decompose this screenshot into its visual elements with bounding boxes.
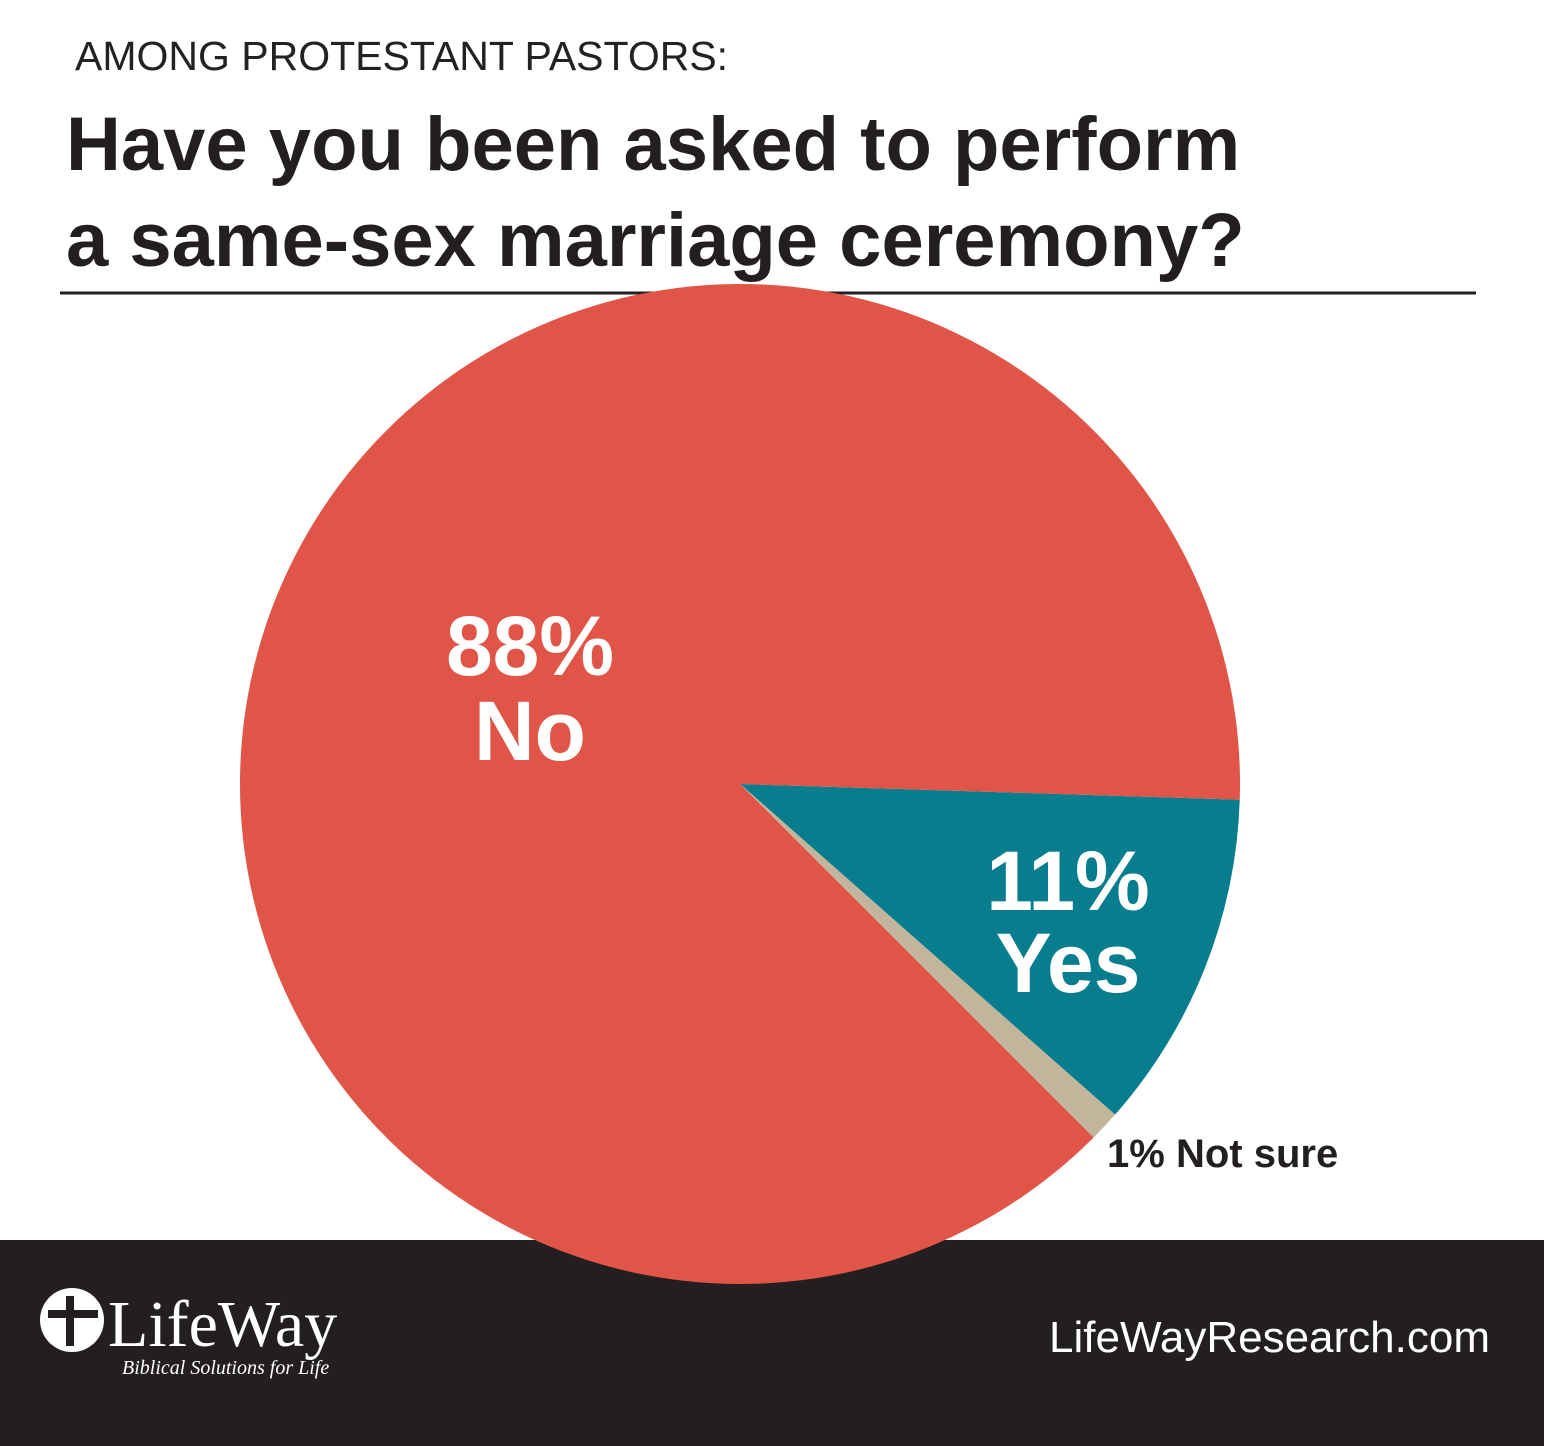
chart-title: Have you been asked to perform — [66, 102, 1240, 187]
pie — [240, 284, 1241, 1285]
logo: LifeWay Biblical Solutions for Life — [40, 1288, 337, 1379]
logo-tagline: Biblical Solutions for Life — [122, 1357, 329, 1379]
category-label: No — [474, 684, 586, 778]
chart-title: a same-sex marriage ceremony? — [66, 198, 1245, 283]
value-label: 11% — [986, 834, 1150, 928]
category-label: Yes — [996, 916, 1141, 1010]
labels: 11%Yes 1% Not sure 88%No — [446, 599, 1338, 1176]
chart-subtitle: AMONG PROTESTANT PASTORS: — [75, 33, 728, 79]
pie-slice — [740, 784, 1240, 1115]
logo-cross — [48, 1296, 98, 1346]
value-label: 1% — [1107, 1132, 1165, 1176]
logo-text: LifeWay — [108, 1288, 337, 1361]
slice-label: 1% Not sure — [1107, 1132, 1338, 1176]
pie-slice — [240, 284, 1241, 1285]
value-label: 88% — [446, 599, 614, 693]
footer-url: LifeWayResearch.com — [1049, 1313, 1490, 1362]
category-label: Not sure — [1176, 1132, 1338, 1176]
pie-slice — [740, 784, 1116, 1138]
